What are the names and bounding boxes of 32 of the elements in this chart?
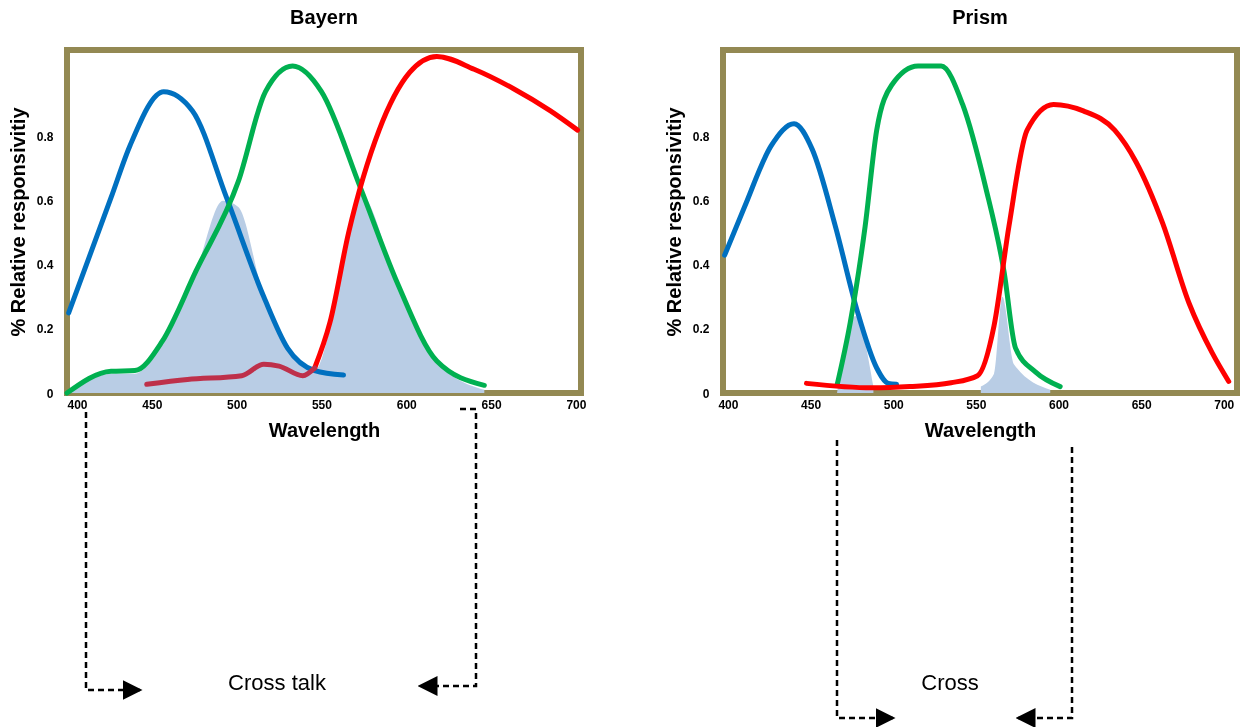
- x-tick-label: 700: [566, 397, 587, 412]
- y-axis-title: % Relative responsivitiy: [6, 106, 29, 337]
- y-tick-label: 0: [46, 386, 54, 401]
- x-tick-label: 450: [801, 397, 822, 412]
- y-tick-label: 0.2: [36, 322, 54, 337]
- chart-title: Bayern: [290, 6, 358, 28]
- y-tick-label: 0.8: [692, 130, 710, 145]
- x-tick-label: 550: [966, 397, 987, 412]
- text: Cross: [921, 670, 979, 696]
- x-axis-title: Wavelength: [268, 418, 381, 441]
- y-tick-label: 0.6: [36, 194, 54, 209]
- x-tick-label: 450: [142, 397, 163, 412]
- chart-title: Prism: [952, 6, 1008, 28]
- y-tick-label: 0.4: [36, 258, 54, 273]
- y-tick-label: 0.4: [692, 258, 710, 273]
- x-tick-label: 500: [227, 397, 248, 412]
- x-tick-label: 400: [67, 397, 88, 412]
- y-tick-label: 0: [702, 386, 710, 401]
- y-tick-label: 0.6: [692, 194, 710, 209]
- x-tick-label: 650: [481, 397, 502, 412]
- x-tick-label: 650: [1131, 397, 1152, 412]
- x-tick-label: 500: [883, 397, 905, 412]
- x-tick-label: 400: [718, 397, 739, 412]
- x-axis-title: Wavelength: [924, 418, 1037, 441]
- y-axis-title: % Relative responsivitiy: [662, 106, 685, 337]
- x-tick-label: 700: [1214, 397, 1235, 412]
- x-tick-label: 550: [311, 397, 333, 412]
- text: Cross talk: [228, 670, 326, 696]
- y-tick-label: 0.2: [692, 322, 710, 337]
- x-tick-label: 600: [396, 397, 418, 412]
- y-tick-label: 0.8: [36, 130, 54, 145]
- x-tick-label: 600: [1048, 397, 1070, 412]
